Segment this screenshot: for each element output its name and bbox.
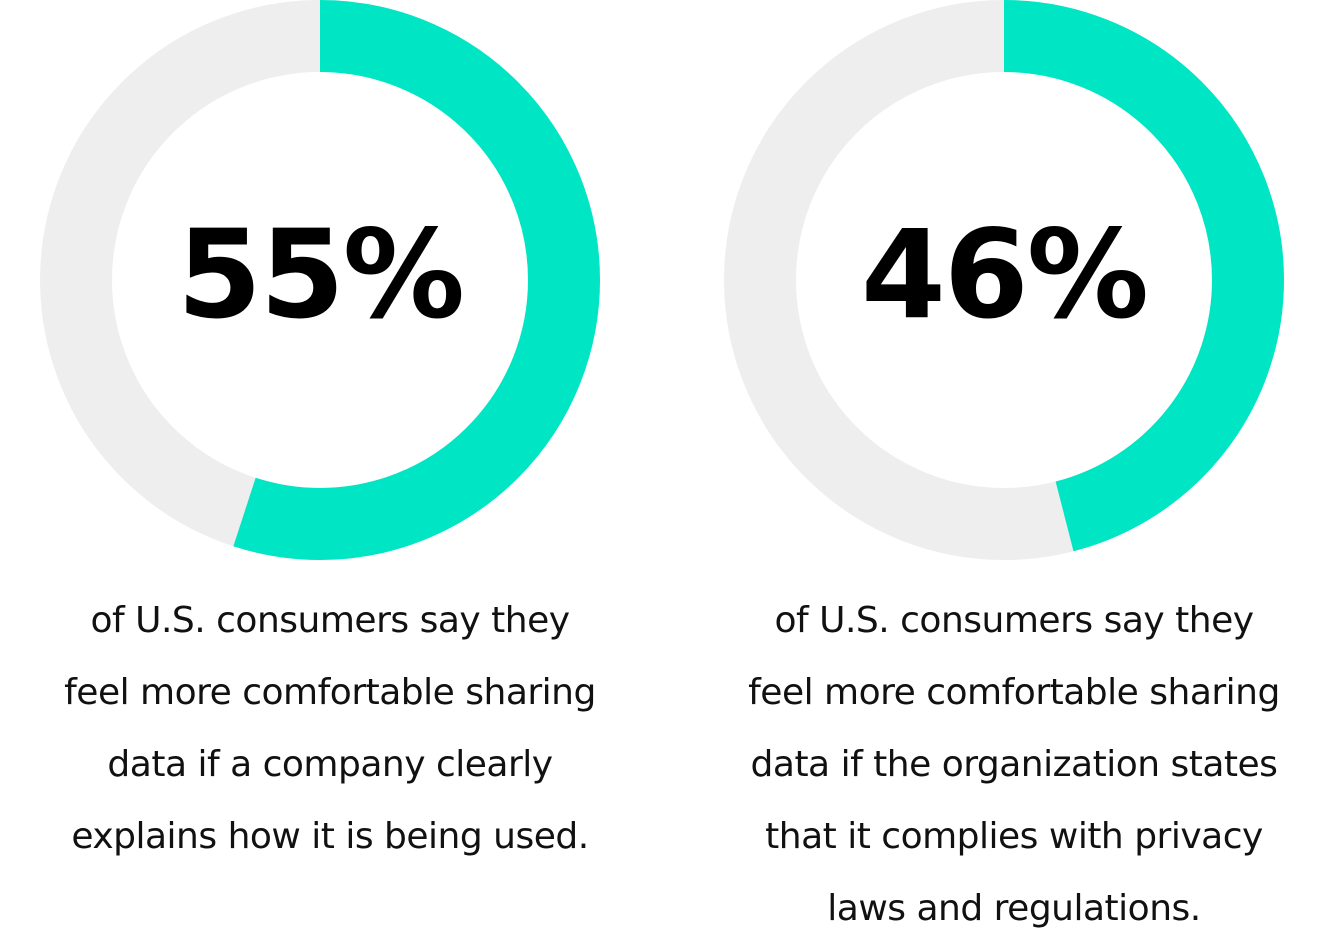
caption-line: of U.S. consumers say they xyxy=(774,600,1254,641)
donut-value-arc xyxy=(724,0,1284,560)
percentage-value: 46% xyxy=(860,204,1149,346)
caption-line: of U.S. consumers say they xyxy=(90,600,570,641)
percentage-value: 55% xyxy=(176,204,465,346)
stat-panel-company-explains: 55% of U.S. consumers say they feel more… xyxy=(0,0,660,944)
donut-chart xyxy=(724,0,1284,560)
caption-line: data if the organization states xyxy=(750,744,1278,785)
stat-caption: of U.S. consumers say they feel more com… xyxy=(684,585,1344,945)
stat-panel-privacy-compliance: 46% of U.S. consumers say they feel more… xyxy=(684,0,1344,944)
caption-line: laws and regulations. xyxy=(827,888,1201,929)
caption-line: that it complies with privacy xyxy=(765,816,1263,857)
caption-line: feel more comfortable sharing xyxy=(64,672,596,713)
caption-line: data if a company clearly xyxy=(107,744,553,785)
stat-caption: of U.S. consumers say they feel more com… xyxy=(0,585,660,873)
caption-line: feel more comfortable sharing xyxy=(748,672,1280,713)
caption-line: explains how it is being used. xyxy=(71,816,589,857)
donut-value-arc xyxy=(40,0,600,560)
donut-chart xyxy=(40,0,600,560)
